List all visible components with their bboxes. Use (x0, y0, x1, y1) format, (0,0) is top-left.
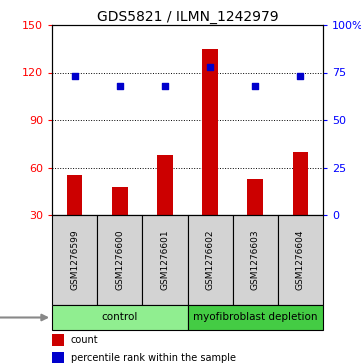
Text: count: count (71, 335, 99, 345)
Point (252, 83, 258, 89)
Bar (233, 215, 278, 305)
Bar (278, 215, 323, 305)
Bar (292, 152, 308, 215)
Bar (157, 155, 173, 215)
Text: GSM1276600: GSM1276600 (115, 230, 124, 290)
Title: GDS5821 / ILMN_1242979: GDS5821 / ILMN_1242979 (97, 10, 278, 24)
Bar (52, 215, 97, 305)
Bar (187, 305, 323, 330)
Text: percentile rank within the sample: percentile rank within the sample (71, 353, 236, 363)
Bar (187, 215, 233, 305)
Text: GSM1276601: GSM1276601 (160, 230, 169, 290)
Text: myofibroblast depletion: myofibroblast depletion (193, 313, 318, 322)
Text: protocol: protocol (0, 313, 47, 322)
Text: GSM1276599: GSM1276599 (70, 230, 79, 290)
Text: GSM1276604: GSM1276604 (296, 230, 305, 290)
Text: GSM1276602: GSM1276602 (205, 230, 214, 290)
Bar (202, 49, 218, 215)
Text: control: control (101, 313, 138, 322)
Bar (112, 187, 128, 215)
Point (207, 64, 213, 70)
Bar (52, 305, 187, 330)
Text: GSM1276603: GSM1276603 (251, 230, 260, 290)
Bar (52, 334, 64, 346)
Bar (142, 215, 187, 305)
Point (162, 83, 168, 89)
Point (297, 73, 303, 79)
Bar (52, 352, 64, 363)
Point (117, 83, 123, 89)
Point (72, 73, 78, 79)
Bar (247, 179, 263, 215)
Bar (67, 175, 82, 215)
Bar (97, 215, 142, 305)
